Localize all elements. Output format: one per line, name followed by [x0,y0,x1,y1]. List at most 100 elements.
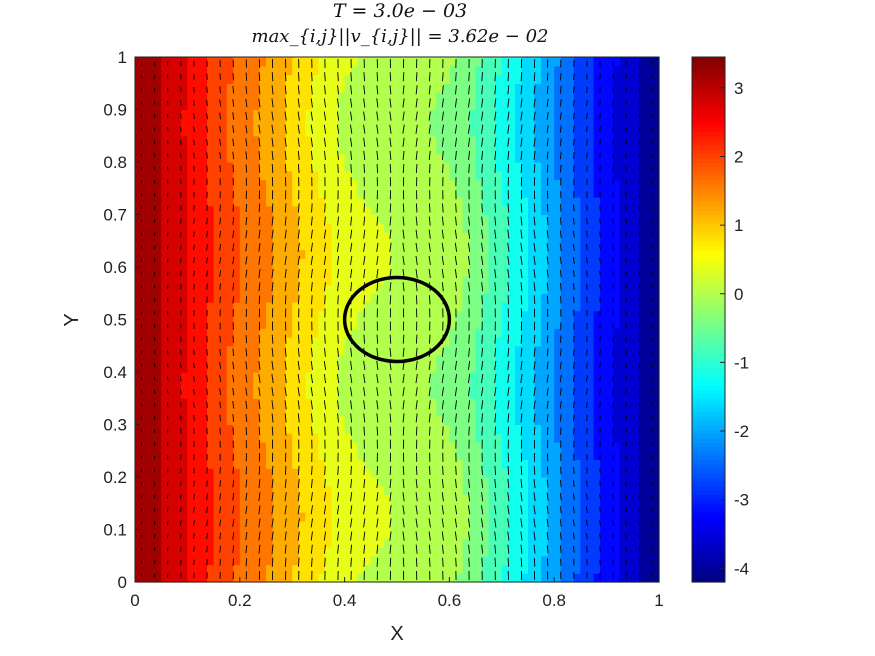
field-cell [187,433,195,443]
field-cell [200,345,208,356]
field-cell [226,74,234,84]
field-cell [652,450,660,461]
field-cell [135,538,143,548]
field-cell [416,442,424,452]
field-cell [442,92,450,102]
field-cell [318,118,326,128]
velocity-arrow [428,557,431,567]
field-cell [357,555,365,566]
field-cell [626,407,634,417]
field-cell [370,284,378,294]
field-cell [652,179,660,189]
field-cell [541,310,549,321]
field-cell [246,494,254,504]
field-cell [508,127,516,137]
field-cell [410,302,418,312]
field-cell [148,407,156,417]
field-cell [449,275,457,286]
field-cell [298,459,306,469]
field-cell [586,547,595,557]
field-cell [246,468,254,478]
field-cell [403,275,411,286]
field-cell [344,74,352,84]
field-cell [239,407,247,417]
field-cell [351,223,359,233]
field-cell [148,232,156,242]
field-cell [370,232,378,242]
field-cell [528,380,536,391]
field-cell [600,564,608,574]
field-cell [573,389,581,399]
field-cell [514,328,523,338]
field-cell [383,293,392,303]
field-cell [259,494,267,504]
field-cell [364,494,372,504]
field-cell [528,512,536,522]
field-cell [455,442,464,452]
field-cell [383,267,392,277]
field-cell [239,214,247,224]
field-cell [357,92,365,102]
field-cell [652,485,660,496]
field-cell [508,302,516,312]
field-cell [600,547,608,557]
field-cell [547,503,555,513]
field-cell [554,100,562,111]
field-cell [586,398,595,408]
field-cell [541,485,549,496]
field-cell [292,468,300,478]
field-cell [469,249,477,259]
field-cell [488,485,496,496]
field-cell [436,573,444,583]
field-cell [180,450,188,461]
field-cell [508,319,516,329]
field-cell [416,109,424,119]
field-cell [482,162,490,172]
field-cell [580,415,588,426]
field-cell [514,135,523,146]
field-cell [423,135,431,146]
field-cell [377,520,385,531]
field-cell [469,555,477,566]
velocity-arrow [586,532,588,540]
field-cell [501,345,509,356]
field-cell [501,319,509,329]
field-cell [279,345,287,356]
field-cell [501,538,509,548]
field-cell [252,144,261,154]
field-cell [652,573,660,583]
field-cell [207,249,215,259]
field-cell [233,328,241,338]
field-cell [390,267,398,277]
field-cell [383,100,392,111]
field-cell [252,188,261,198]
field-cell [266,258,274,268]
field-cell [357,267,365,277]
field-cell [233,170,241,181]
field-cell [501,415,509,426]
field-cell [252,223,261,233]
field-cell [148,249,156,259]
field-cell [397,92,405,102]
field-cell [416,118,424,128]
field-cell [416,310,424,321]
field-cell [547,310,555,321]
field-cell [370,389,378,399]
field-cell [442,284,450,294]
field-cell [338,547,346,557]
field-cell [619,433,627,443]
field-cell [246,573,254,583]
field-cell [154,284,162,294]
field-cell [154,275,162,286]
field-cell [161,179,169,189]
field-cell [469,389,477,399]
field-cell [324,267,333,277]
field-cell [429,170,437,181]
field-cell [252,302,261,312]
field-cell [495,249,503,259]
field-cell [279,468,287,478]
field-cell [403,319,411,329]
field-cell [416,564,424,574]
field-cell [266,240,274,251]
field-cell [586,468,595,478]
